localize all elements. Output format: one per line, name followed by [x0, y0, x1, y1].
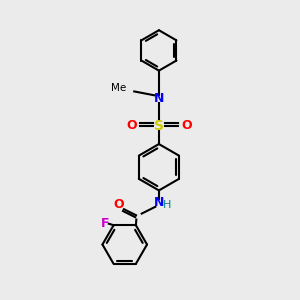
- Text: F: F: [101, 217, 110, 230]
- Text: O: O: [113, 198, 124, 211]
- Text: S: S: [154, 118, 164, 133]
- Text: N: N: [154, 196, 164, 209]
- Text: Me: Me: [111, 83, 126, 93]
- Text: O: O: [181, 119, 192, 132]
- Text: H: H: [163, 200, 171, 210]
- Text: N: N: [154, 92, 164, 105]
- Text: O: O: [126, 119, 137, 132]
